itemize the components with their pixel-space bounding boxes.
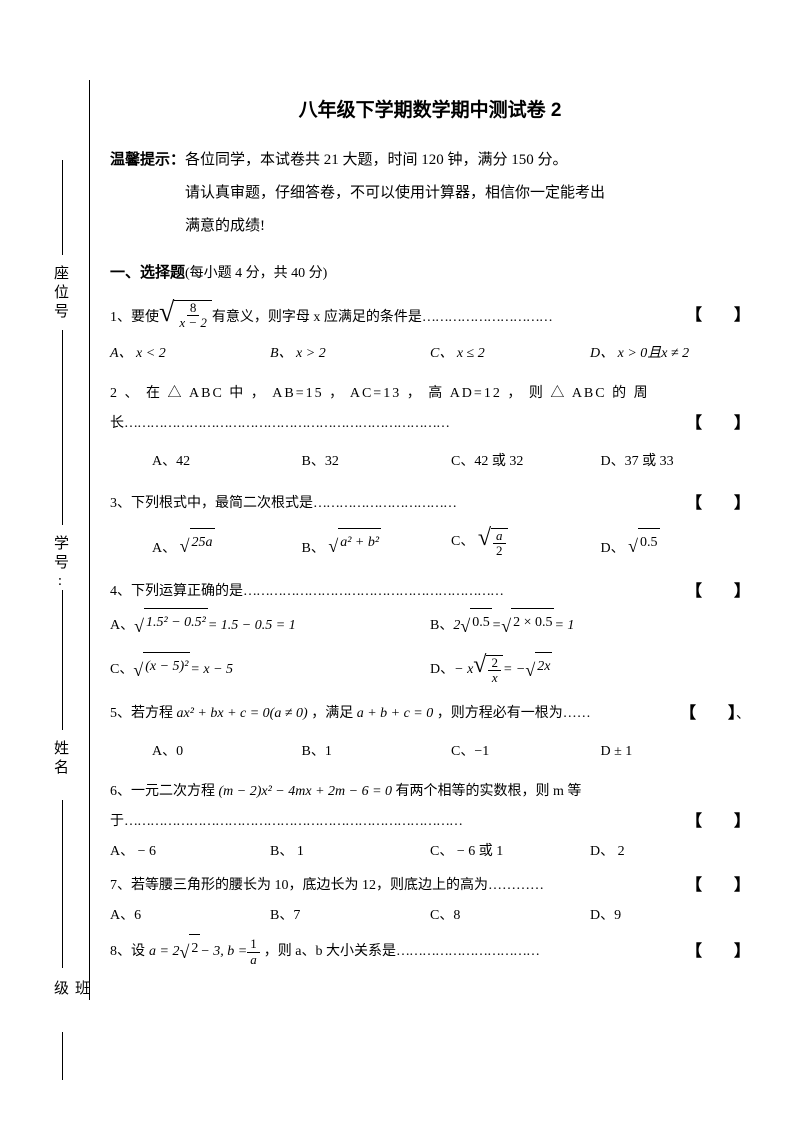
notice-line1: 温馨提示：各位同学，本试卷共 21 大题，时间 120 钟，满分 150 分。 [110, 144, 750, 177]
q1-optC: C、 x ≤ 2 [430, 340, 590, 368]
q1-prefix: 1、要使 [110, 304, 159, 332]
page-title: 八年级下学期数学期中测试卷 2 [110, 95, 750, 122]
q6-optA: A、 − 6 [110, 838, 270, 866]
q2-bracket: 【 】 [686, 408, 750, 440]
q2-optD: D、37 或 33 [601, 448, 751, 476]
q6-line1: 6、一元二次方程 (m − 2)x² − 4mx + 2m − 6 = 0 有两… [110, 778, 750, 806]
sidebar-line [62, 330, 63, 525]
q8-dots: …………………………… [396, 938, 539, 966]
q3-dots: …………………………… [313, 496, 456, 511]
q1-optA: A、 x < 2 [110, 340, 270, 368]
q2-line1: 2 、 在 △ ABC 中 ， AB=15 ， AC=13 ， 高 AD=12 … [110, 380, 750, 408]
page-content: 八年级下学期数学期中测试卷 2 温馨提示：各位同学，本试卷共 21 大题，时间 … [110, 95, 750, 980]
q5-optD: D ± 1 [601, 738, 751, 766]
q4-optB: B、 2√0.5 = √2 × 0.5 = 1 [430, 608, 750, 644]
question-5: 5、若方程 ax² + bx + c = 0(a ≠ 0) ，满足 a + b … [110, 698, 750, 766]
q1-bracket: 【 】 [686, 300, 750, 332]
q5-text3: ，则方程必有一根为…… [437, 706, 591, 721]
q6-optD: D、 2 [590, 838, 750, 866]
question-4: 4、下列运算正确的是…………………………………………………… 【 】 A、 √1… [110, 576, 750, 688]
sidebar-line [62, 1032, 63, 1080]
section-label: 一、选择题 [110, 265, 185, 281]
question-2: 2 、 在 △ ABC 中 ， AB=15 ， AC=13 ， 高 AD=12 … [110, 380, 750, 476]
q4-bracket: 【 】 [686, 576, 750, 608]
question-3: 3、下列根式中，最简二次根式是…………………………… 【 】 A、 √25a B… [110, 488, 750, 564]
q2-optA: A、42 [152, 448, 302, 476]
q1-dots: ………………………… [422, 304, 552, 332]
q6-optC: C、 − 6 或 1 [430, 838, 590, 866]
q4-optC: C、 √(x − 5)² = x − 5 [110, 652, 430, 688]
q6-bracket: 【 】 [686, 806, 750, 838]
q1-suffix: 有意义，则字母 x 应满足的条件是 [212, 304, 422, 332]
q8-bracket: 【 】 [686, 936, 750, 968]
q7-bracket: 【 】 [686, 870, 750, 902]
sidebar-line [62, 160, 63, 255]
q2-line2: 长 [110, 416, 124, 431]
notice-text1: 各位同学，本试卷共 21 大题，时间 120 钟，满分 150 分。 [185, 152, 568, 168]
sidebar-line [62, 800, 63, 968]
q1-optD: D、 x > 0且x ≠ 2 [590, 340, 750, 368]
q4-text: 4、下列运算正确的是 [110, 584, 243, 599]
q4-optD: D、 − x √2x = − √2x [430, 652, 750, 688]
q5-text1: 5、若方程 [110, 706, 173, 721]
q1-sqrt: √ 8x − 2 [159, 300, 212, 331]
q1-frac-bot: x − 2 [176, 316, 210, 330]
notice-line2: 请认真审题，仔细答卷，不可以使用计算器，相信你一定能考出 [185, 177, 750, 210]
q2-optB: B、32 [302, 448, 452, 476]
q3-optD: D、 √0.5 [601, 528, 751, 564]
q8-prefix: 8、设 [110, 938, 145, 966]
binding-sidebar: 座位号 学号: 姓名 班级 [40, 80, 90, 1000]
classroom-label: 班级 [50, 980, 92, 1000]
q3-optB: B、 √a² + b² [302, 528, 452, 564]
section-sub: (每小题 4 分，共 40 分) [185, 266, 327, 281]
question-1: 1、要使 √ 8x − 2 有意义，则字母 x 应满足的条件是 ……………………… [110, 300, 750, 368]
q4-dots: …………………………………………………… [243, 584, 503, 599]
q5-eq2: a + b + c = 0 [357, 706, 434, 721]
q7-optD: D、9 [590, 902, 750, 930]
question-8: 8、设 a = 2√2 − 3, b = 1a ，则 a、b 大小关系是 ………… [110, 934, 750, 970]
q5-text2: ，满足 [311, 706, 353, 721]
q3-text: 3、下列根式中，最简二次根式是 [110, 496, 313, 511]
notice-line3: 满意的成绩! [185, 210, 750, 243]
question-7: 7、若等腰三角形的腰长为 10，底边长为 12，则底边上的高为………… 【 】 … [110, 870, 750, 930]
q3-optC: C、 √a2 [451, 528, 601, 564]
q1-optB: B、 x > 2 [270, 340, 430, 368]
q7-optA: A、6 [110, 902, 270, 930]
q5-optA: A、0 [152, 738, 302, 766]
q2-optC: C、42 或 32 [451, 448, 601, 476]
q7-optB: B、7 [270, 902, 430, 930]
notice-label: 温馨提示： [110, 152, 185, 168]
q7-text: 7、若等腰三角形的腰长为 10，底边长为 12，则底边上的高为………… [110, 872, 544, 900]
q2-dots: ………………………………………………………………… [124, 416, 449, 431]
q7-optC: C、8 [430, 902, 590, 930]
q6-optB: B、 1 [270, 838, 430, 866]
question-6: 6、一元二次方程 (m − 2)x² − 4mx + 2m − 6 = 0 有两… [110, 778, 750, 866]
q1-frac-top: 8 [187, 301, 200, 316]
q5-optC: C、−1 [451, 738, 601, 766]
notice-block: 温馨提示：各位同学，本试卷共 21 大题，时间 120 钟，满分 150 分。 … [110, 144, 750, 243]
q8-text: ，则 a、b 大小关系是 [264, 938, 396, 966]
section-title: 一、选择题(每小题 4 分，共 40 分) [110, 261, 750, 282]
name-label: 姓名 [50, 740, 71, 778]
seat-label: 座位号 [50, 265, 71, 322]
q5-eq1: ax² + bx + c = 0(a ≠ 0) [177, 706, 308, 721]
q3-bracket: 【 】 [686, 488, 750, 520]
q3-optA: A、 √25a [152, 528, 302, 564]
q5-bracket: 【 】 [680, 705, 736, 722]
sidebar-line [62, 590, 63, 730]
q5-optB: B、1 [302, 738, 452, 766]
student-id-label: 学号: [50, 535, 71, 593]
q4-optA: A、 √1.5² − 0.5² = 1.5 − 0.5 = 1 [110, 608, 430, 644]
